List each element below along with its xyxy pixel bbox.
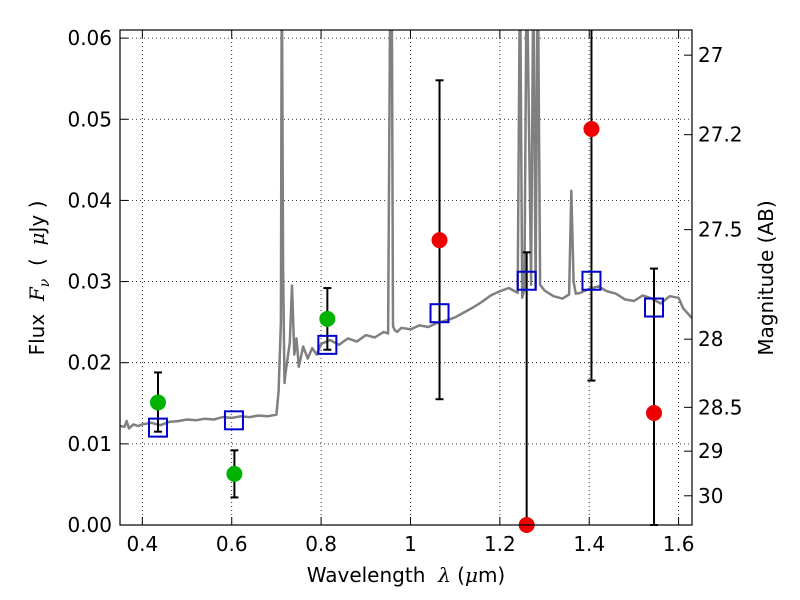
y2-tick-label: 27.5 [698,218,743,242]
x-tick-label: 1 [404,532,417,556]
x-axis-title-symbol: λ [437,563,451,587]
blue-square-point [317,334,338,355]
blue-square-point [147,417,168,438]
plot-frame [119,29,693,526]
y2-tick-label: 28 [698,327,723,351]
blue-square-point [516,270,537,291]
data-layer [120,30,692,430]
marker-layer [147,30,665,533]
y2-tick-label: 29 [698,439,723,463]
red-point [431,232,448,249]
y-tick-label: 0.00 [67,513,112,537]
ticks: 0.4 0.6 0.8 1 1.2 1.4 1.6 0.00 0.01 0.02 0.03 0.04 0… [67,26,742,556]
y-tick-label: 0.01 [67,432,112,456]
x-tick-label: 1.6 [663,532,695,556]
x-tick-label: 0.4 [126,532,158,556]
green-point [319,310,336,327]
spectrum-line [120,30,692,430]
y2-tick-label: 27.2 [698,123,743,147]
green-point [226,465,243,482]
x-tick-label: 0.8 [305,532,337,556]
green-point [149,394,166,411]
y2-tick-label: 30 [698,484,723,508]
x-tick-label: 1.4 [573,532,605,556]
red-point [583,121,600,137]
y-axis-title: Flux Fν ( μJy ) [25,201,53,356]
blue-square-point [429,303,450,324]
grid-lines [120,30,692,525]
red-point [646,405,663,422]
x-tick-label: 1.2 [484,532,516,556]
y-tick-label: 0.02 [67,351,112,375]
x-tick-label: 0.6 [216,532,248,556]
y-tick-label: 0.05 [67,107,112,131]
y2-tick-label: 28.5 [698,395,743,419]
y-tick-label: 0.06 [67,26,112,50]
y2-axis-title: Magnitude (AB) [754,200,778,355]
y-tick-label: 0.03 [67,270,112,294]
y-tick-label: 0.04 [67,188,112,212]
blue-square-point [581,270,602,291]
blue-square-point [644,297,665,318]
blue-square-point [223,410,244,431]
y2-tick-label: 27 [698,43,723,67]
x-axis-title: Wavelength λ (μm) [307,563,506,587]
